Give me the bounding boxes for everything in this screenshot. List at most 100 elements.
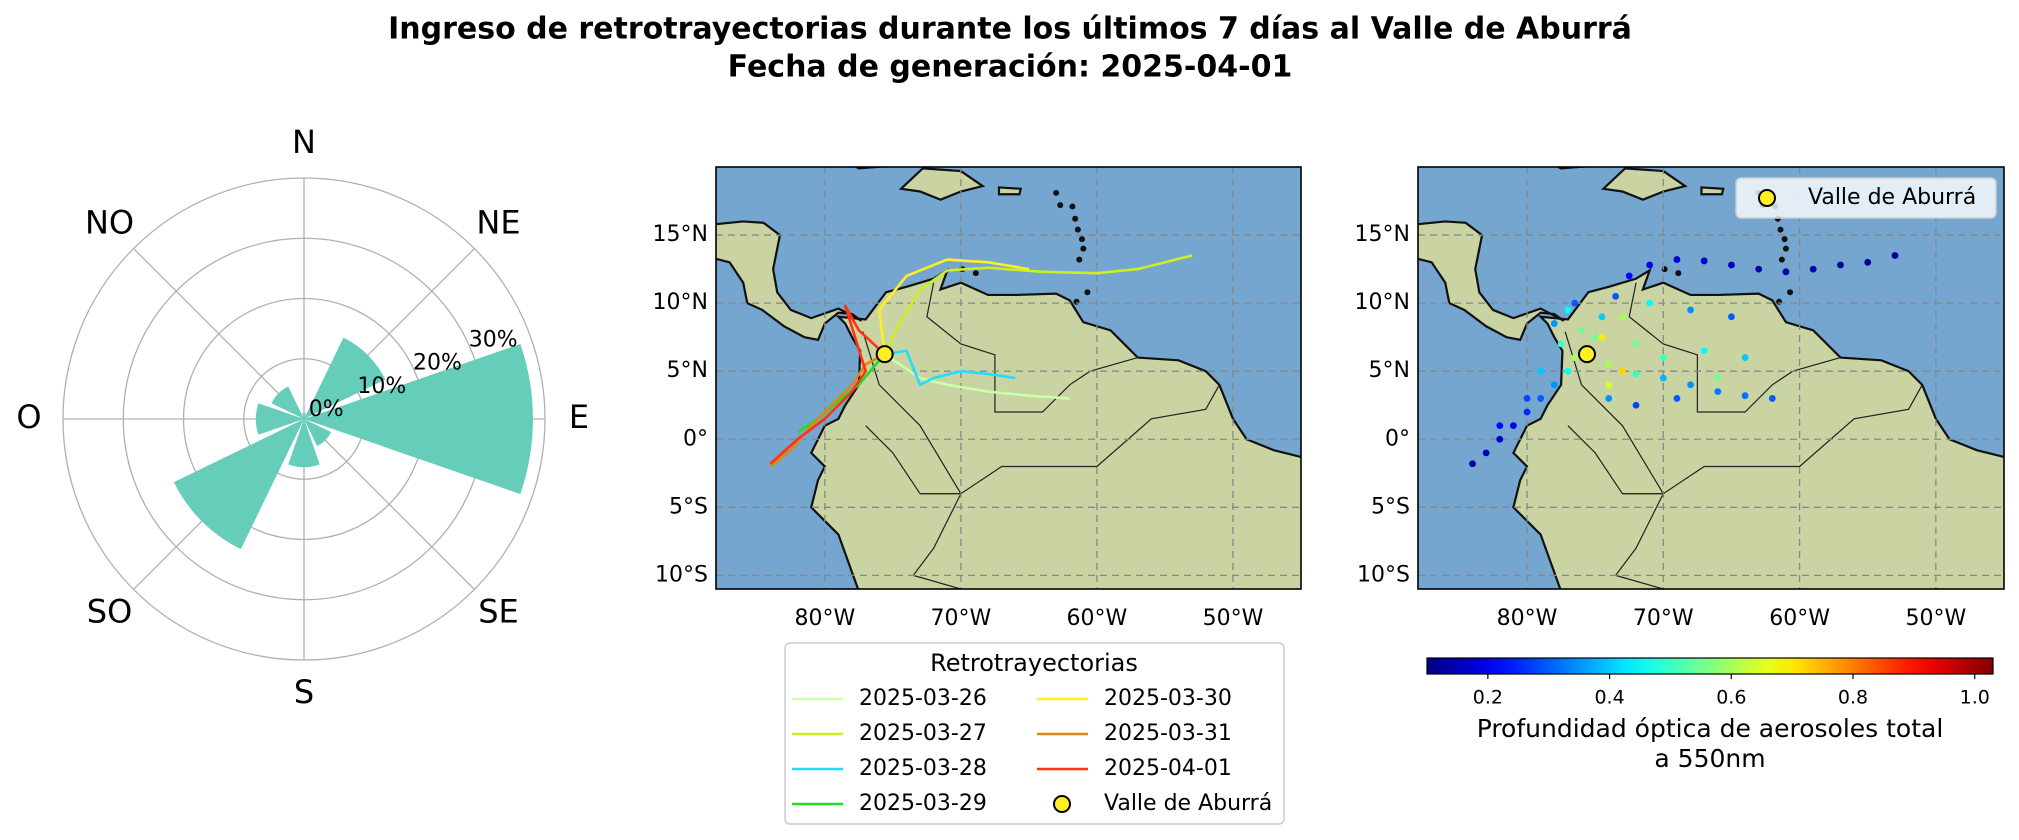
aod-point <box>1728 261 1735 269</box>
island <box>1057 202 1064 209</box>
land <box>853 167 890 170</box>
direction-label: SE <box>478 592 519 630</box>
aod-point <box>1523 408 1531 416</box>
aod-point <box>1741 354 1749 361</box>
sector-bar <box>173 419 304 550</box>
aod-point <box>1605 395 1613 402</box>
aod-point <box>1564 306 1572 314</box>
island <box>1069 203 1076 210</box>
aod-point <box>1612 292 1620 300</box>
aod-point <box>1632 370 1640 378</box>
direction-label: NO <box>85 204 134 242</box>
radial-tick-label: 10% <box>357 374 406 399</box>
sector-bar <box>304 419 332 447</box>
aod-point <box>1537 367 1545 375</box>
y-tick-label: 10°N <box>653 290 708 315</box>
angular-grid <box>133 248 305 420</box>
radial-tick-label: 20% <box>413 351 462 376</box>
island <box>1781 236 1788 243</box>
aod-point <box>1564 367 1572 375</box>
island <box>1080 245 1087 252</box>
legend-box <box>1735 177 1997 219</box>
trajectory <box>769 353 886 468</box>
aod-point <box>1714 388 1722 396</box>
y-tick-label: 5°N <box>1369 358 1410 383</box>
land <box>1418 220 1565 342</box>
land <box>1556 167 1592 170</box>
island <box>1787 289 1794 296</box>
legend-label: 2025-03-26 <box>859 686 987 711</box>
trajectory <box>884 349 1016 387</box>
aod-point <box>1714 374 1722 382</box>
x-tick-label: 70°W <box>1633 606 1694 631</box>
location-marker <box>875 345 894 364</box>
aod-point <box>1646 261 1654 269</box>
aod-point <box>1578 326 1585 334</box>
map-frame <box>715 166 1302 590</box>
island <box>1782 245 1789 252</box>
direction-label: NE <box>476 204 520 242</box>
aod-point <box>1598 313 1606 321</box>
aod-point <box>1687 306 1694 314</box>
aod-point <box>1550 320 1558 327</box>
legend-label: 2025-03-31 <box>1104 721 1232 746</box>
sector-bar <box>304 337 386 419</box>
island <box>1078 236 1085 243</box>
border <box>1628 282 1841 413</box>
aod-point <box>1700 347 1708 355</box>
direction-label: O <box>16 398 41 436</box>
x-tick-label: 70°W <box>931 606 992 631</box>
map <box>1418 167 2004 589</box>
radial-tick-label: 30% <box>469 328 518 353</box>
aod-point <box>1741 392 1749 400</box>
aod-point <box>1550 381 1558 389</box>
aod-point <box>1571 354 1579 361</box>
aod-point <box>1809 265 1817 273</box>
x-tick-label: 50°W <box>1203 606 1264 631</box>
direction-label: N <box>292 123 316 161</box>
y-tick-label: 15°N <box>1355 222 1410 247</box>
colorbar-label: a 550nm <box>1654 744 1765 773</box>
aod-point <box>1591 333 1599 341</box>
land <box>1600 167 1688 201</box>
y-tick-label: 5°S <box>669 494 708 519</box>
aod-point <box>1659 354 1667 361</box>
y-tick-label: 10°N <box>1355 290 1410 315</box>
x-tick-label: 60°W <box>1769 606 1830 631</box>
border <box>926 282 1138 413</box>
island <box>1074 226 1081 233</box>
map-frame <box>1417 166 2005 590</box>
colorbar-tick-label: 0.6 <box>1716 687 1746 709</box>
aod-point <box>1496 435 1504 443</box>
x-tick-label: 80°W <box>1497 606 1558 631</box>
x-tick-label: 80°W <box>794 606 855 631</box>
legend-label: 2025-04-01 <box>1104 756 1232 781</box>
legend-label: 2025-03-28 <box>859 756 987 781</box>
aod-point <box>1509 422 1517 430</box>
land <box>1700 186 1725 196</box>
aod-point <box>1864 258 1872 266</box>
aod-point <box>1557 340 1565 348</box>
aod-point <box>1619 367 1626 375</box>
y-tick-label: 10°S <box>655 562 708 587</box>
y-tick-label: 15°N <box>653 222 708 247</box>
aod-point <box>1482 449 1490 457</box>
aod-point <box>1659 374 1667 382</box>
aod-point <box>1646 299 1654 307</box>
island <box>1675 270 1682 277</box>
y-tick-label: 10°S <box>1357 562 1410 587</box>
aod-point <box>1571 299 1579 307</box>
legend-label: 2025-03-30 <box>1104 686 1232 711</box>
aod-point <box>1728 313 1735 321</box>
legend: Retrotrayectorias 2025-03-26 2025-03-27 202… <box>784 642 1285 825</box>
x-tick-label: 50°W <box>1905 606 1966 631</box>
aod-point <box>1673 256 1681 263</box>
legend-swatch <box>1053 795 1071 813</box>
aod-point <box>1768 395 1776 402</box>
angular-grid <box>303 418 475 590</box>
y-tick-label: 0° <box>683 426 708 451</box>
island <box>1073 298 1080 305</box>
aod-point <box>1700 257 1708 265</box>
sector-bar <box>255 403 304 435</box>
